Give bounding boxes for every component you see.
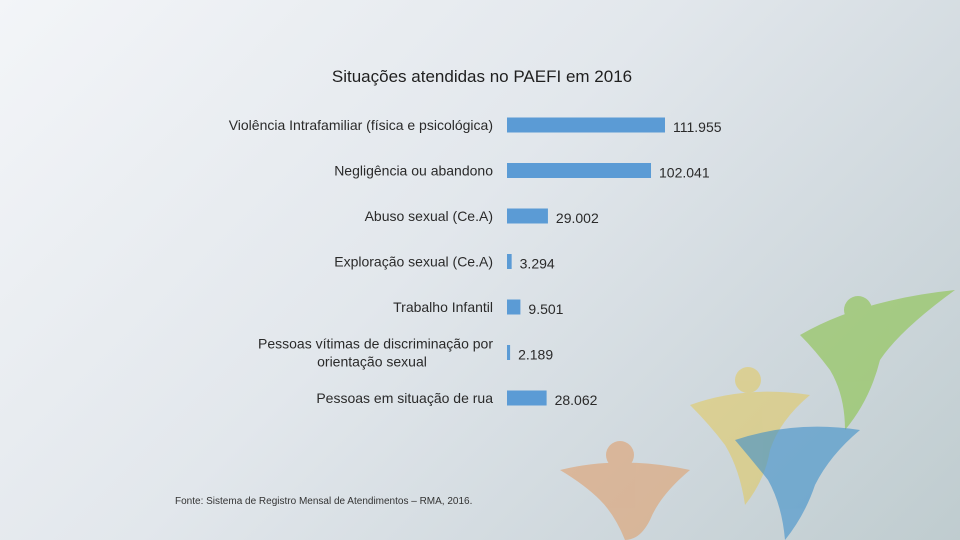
category-label-2: Negligência ou abandono — [334, 163, 493, 179]
data-label-2: 102.041 — [659, 165, 710, 181]
bar-4 — [507, 254, 512, 269]
figure-orange-icon — [560, 441, 690, 540]
bar-5 — [507, 299, 521, 315]
chart-title: Situações atendidas no PAEFI em 2016 — [332, 67, 632, 86]
bar-1 — [507, 117, 665, 133]
category-label-4: Exploração sexual (Ce.A) — [334, 254, 493, 270]
data-label-4: 3.294 — [520, 256, 555, 272]
category-label-5: Trabalho Infantil — [393, 299, 493, 315]
category-label-3: Abuso sexual (Ce.A) — [365, 208, 493, 224]
data-label-6: 2.189 — [518, 347, 553, 363]
category-label-line: Pessoas vítimas de discriminação por — [258, 336, 493, 352]
bars-layer: 111.955 Violência Intrafamiliar (física e… — [229, 117, 722, 408]
data-label-5: 9.501 — [528, 301, 563, 317]
bar-2 — [507, 163, 652, 178]
category-label-line: orientação sexual — [317, 354, 427, 370]
data-label-7: 28.062 — [555, 392, 598, 408]
figure-blue-icon — [735, 426, 860, 540]
category-label-line: Pessoas em situação de rua — [316, 390, 493, 406]
bar-6 — [507, 345, 511, 360]
category-label-6: Pessoas vítimas de discriminação por orie… — [258, 336, 493, 370]
bar-3 — [507, 208, 548, 224]
category-label-line: Exploração sexual (Ce.A) — [334, 254, 493, 270]
source-note: Fonte: Sistema de Registro Mensal de Ate… — [175, 496, 472, 507]
category-label-7: Pessoas em situação de rua — [316, 390, 493, 406]
category-label-line: Negligência ou abandono — [334, 163, 493, 179]
category-label-line: Violência Intrafamiliar (física e psicol… — [229, 117, 493, 133]
bar-7 — [507, 390, 547, 406]
figure-green-icon — [800, 290, 955, 430]
category-label-line: Trabalho Infantil — [393, 299, 493, 315]
category-label-1: Violência Intrafamiliar (física e psicol… — [229, 117, 493, 133]
data-label-1: 111.955 — [673, 119, 722, 135]
data-label-3: 29.002 — [556, 210, 599, 226]
category-label-line: Abuso sexual (Ce.A) — [365, 208, 493, 224]
